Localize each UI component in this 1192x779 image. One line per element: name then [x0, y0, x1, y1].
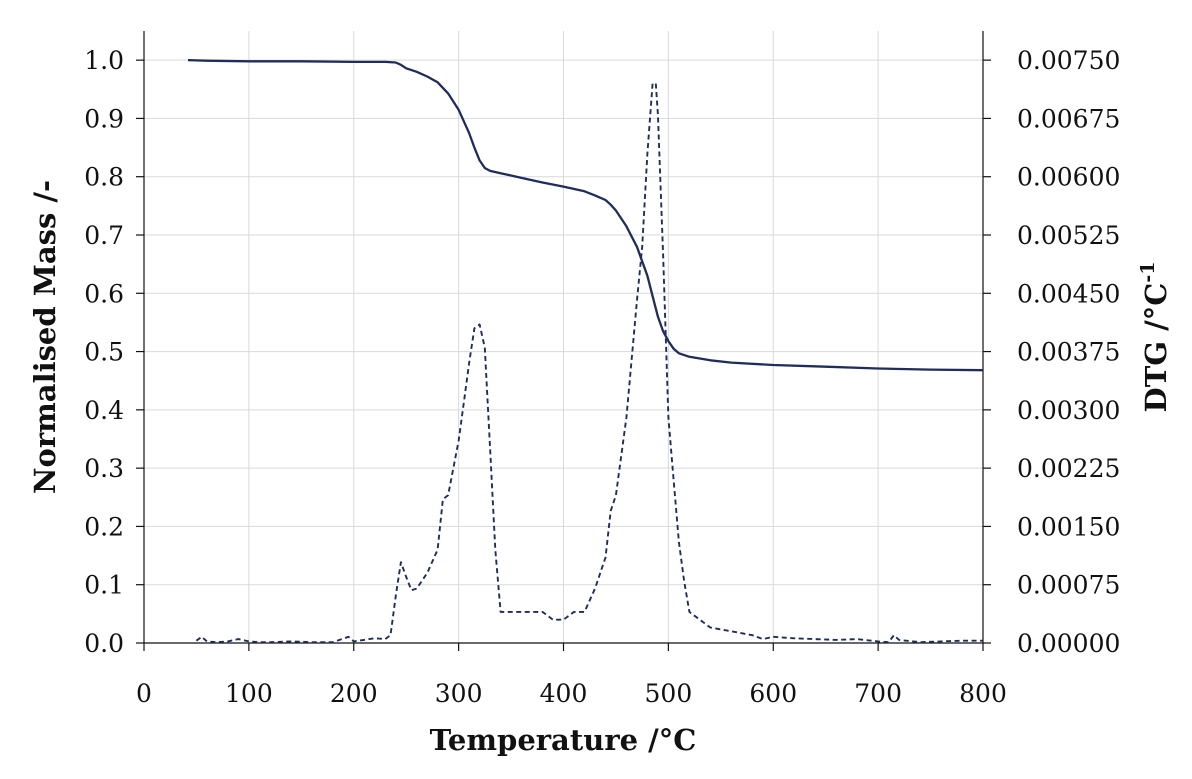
right-y-tick-label: 0.00300 — [1017, 396, 1120, 425]
x-tick-label: 200 — [330, 679, 378, 708]
x-tick-label: 800 — [959, 679, 1007, 708]
right-y-tick-label: 0.00225 — [1017, 454, 1120, 483]
left-y-axis-title: Normalised Mass /- — [28, 180, 62, 494]
right-y-tick-labels: 0.00000 0.00075 0.00150 0.00225 0.00300 0.003… — [1017, 46, 1120, 658]
left-y-tick-label: 0.9 — [84, 104, 124, 133]
right-y-tick-label: 0.00525 — [1017, 221, 1120, 250]
x-tick-label: 0 — [136, 679, 152, 708]
right-y-tick-label: 0.00600 — [1017, 163, 1120, 192]
left-y-tick-label: 0.3 — [84, 454, 124, 483]
left-y-tick-label: 0.1 — [84, 571, 124, 600]
left-y-tick-labels: 0.0 0.1 0.2 0.3 0.4 0.5 0.6 0.7 0.8 0.9 1.0 — [84, 46, 124, 658]
right-y-tick-label: 0.00150 — [1017, 512, 1120, 541]
x-tick-labels: 0 100 200 300 400 500 600 700 800 — [136, 679, 1007, 708]
right-y-axis-title: DTG /°C-1 — [1137, 262, 1173, 413]
left-y-tick-label: 0.7 — [84, 221, 124, 250]
left-y-tick-label: 0.5 — [84, 338, 124, 367]
right-y-tick-label: 0.00675 — [1017, 104, 1120, 133]
left-y-tick-label: 0.8 — [84, 163, 124, 192]
left-y-tick-label: 0.2 — [84, 512, 124, 541]
left-y-tick-label: 0.4 — [84, 396, 124, 425]
x-tick-label: 700 — [854, 679, 902, 708]
left-y-tick-label: 0.0 — [84, 629, 124, 658]
right-y-tick-label: 0.00750 — [1017, 46, 1120, 75]
right-y-tick-label: 0.00375 — [1017, 338, 1120, 367]
mass-solid-line — [187, 58, 984, 372]
x-tick-label: 600 — [749, 679, 797, 708]
series-layer — [187, 58, 984, 644]
right-y-tick-label: 0.00450 — [1017, 279, 1120, 308]
right-y-tick-label: 0.00000 — [1017, 629, 1120, 658]
axes — [136, 31, 991, 651]
x-axis-title: Temperature /°C — [430, 723, 697, 757]
left-y-tick-label: 1.0 — [84, 46, 124, 75]
x-tick-label: 400 — [540, 679, 588, 708]
x-tick-label: 300 — [435, 679, 483, 708]
gridlines — [143, 31, 984, 644]
left-y-tick-label: 0.6 — [84, 279, 124, 308]
x-tick-label: 100 — [225, 679, 273, 708]
right-y-axis-title-superscript: -1 — [1137, 262, 1159, 283]
right-y-tick-label: 0.00075 — [1017, 571, 1120, 600]
right-y-axis-title-main: DTG /°C — [1139, 283, 1173, 413]
x-tick-label: 500 — [645, 679, 693, 708]
dtg-dashed-line — [195, 82, 983, 644]
